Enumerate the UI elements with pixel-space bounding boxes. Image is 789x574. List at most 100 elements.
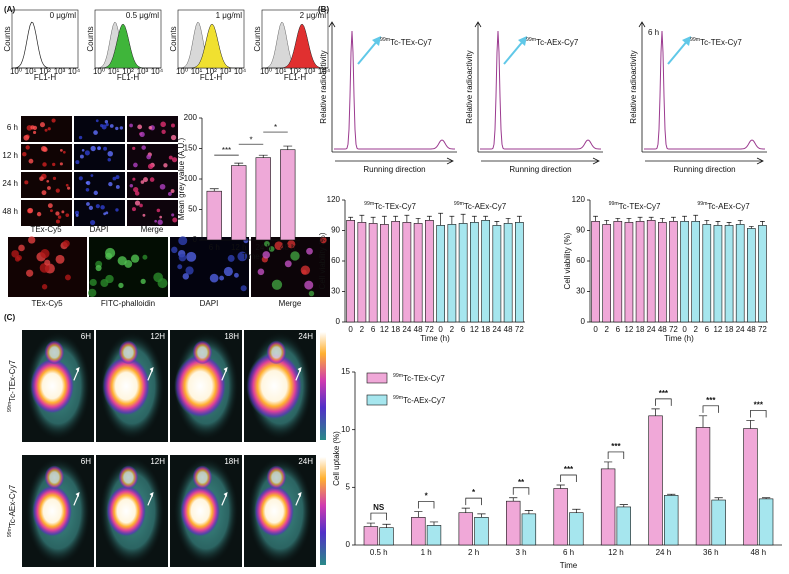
radio-y-label: Relative radioactivity xyxy=(629,50,638,123)
micro-cell xyxy=(134,191,140,196)
micro-cell xyxy=(237,251,248,262)
micro-image xyxy=(170,237,249,297)
micro-cell xyxy=(26,269,34,277)
flow-label: 0 μg/ml xyxy=(50,11,77,20)
micro-cell xyxy=(142,254,148,260)
radio-label: 99mTc-AEx-Cy7 xyxy=(526,38,579,48)
micro-cell xyxy=(23,134,30,141)
micro-cell xyxy=(18,244,25,252)
imaging-arrow-head xyxy=(149,491,154,497)
bar xyxy=(747,228,756,323)
micro-cell xyxy=(132,177,136,181)
micro-cell xyxy=(129,123,133,128)
flow-tick: 10⁴ xyxy=(318,67,331,76)
micro-cell xyxy=(143,177,148,183)
micro-cell xyxy=(131,207,136,212)
error-bar xyxy=(556,484,565,489)
micro-cell xyxy=(178,253,187,262)
flow-tick: 10¹ xyxy=(275,67,287,76)
bar xyxy=(711,499,726,546)
x-tick-label: 0 xyxy=(593,325,598,334)
y-tick-label: 120 xyxy=(572,195,586,204)
x-tick-label: 2 xyxy=(693,325,698,334)
error-bar xyxy=(715,221,721,226)
micro-cell xyxy=(141,145,146,150)
imaging-row-label: 99mTc-TEx-Cy7 xyxy=(8,360,18,412)
micro-cell xyxy=(115,126,119,131)
micro-cell xyxy=(134,200,141,206)
flow-x-label: FL1-H xyxy=(117,73,139,82)
axis-arrow xyxy=(446,157,454,165)
flow-label: 0.5 μg/ml xyxy=(126,11,159,20)
y-axis-label: Cell viability (%) xyxy=(318,232,327,289)
micro-cell xyxy=(274,241,284,250)
x-tick-label: 12 xyxy=(713,325,722,334)
micro-cell xyxy=(90,145,96,152)
bar xyxy=(391,221,400,323)
radio-y-label: Relative radioactivity xyxy=(319,50,328,123)
micro-cell xyxy=(93,130,98,135)
micro-cell xyxy=(46,179,50,183)
micro-row-label: 6 h xyxy=(7,123,18,132)
imaging-signal xyxy=(266,340,287,365)
imaging-arrow-head xyxy=(223,491,228,497)
micro-cell xyxy=(39,176,44,182)
y-tick-label: 5 xyxy=(346,482,351,491)
micro-cell xyxy=(79,154,84,159)
micro-cell xyxy=(219,275,225,281)
micro-col-label: Merge xyxy=(141,225,164,234)
micro-cell xyxy=(304,280,314,290)
bar xyxy=(470,222,479,323)
imaging-time: 18H xyxy=(224,332,239,341)
y-tick-label: 90 xyxy=(331,226,340,235)
micro-cell xyxy=(156,208,161,213)
error-bar xyxy=(593,215,598,222)
bar xyxy=(436,225,445,323)
micro-cell xyxy=(47,186,51,190)
micro-cell xyxy=(160,121,166,128)
x-tick-label: 0 xyxy=(348,325,353,334)
error-bar xyxy=(615,217,621,222)
micro-cell xyxy=(223,266,233,277)
x-tick-label: 6 xyxy=(461,325,466,334)
x-tick-label: 48 h xyxy=(280,243,296,252)
micro-cell xyxy=(103,146,108,151)
micro-cell xyxy=(105,247,116,259)
bar xyxy=(702,224,712,323)
significance-label: * xyxy=(249,135,252,144)
x-tick-label: 48 h xyxy=(750,548,766,557)
bar xyxy=(648,415,663,546)
flow-y-label: Counts xyxy=(169,26,178,51)
bar xyxy=(280,149,296,241)
flow-y-label: Counts xyxy=(253,26,262,51)
flow-tick: 10⁰ xyxy=(260,67,272,76)
error-bar xyxy=(626,217,632,223)
axis-arrow xyxy=(592,157,600,165)
x-tick-label: 12 xyxy=(380,325,389,334)
micro-cell xyxy=(139,203,143,208)
micro-cell xyxy=(78,176,83,181)
significance-label: ** xyxy=(518,478,525,487)
micro-cell xyxy=(118,282,124,289)
flow-control xyxy=(11,21,78,69)
micro-col-label: TEx-Cy5 xyxy=(30,225,62,234)
radio-x-label: Running direction xyxy=(363,165,425,174)
micro-cell xyxy=(168,155,173,160)
micro-cell xyxy=(74,210,80,215)
imaging-arrow-head xyxy=(297,366,302,372)
error-bar xyxy=(671,216,676,222)
micro-cell xyxy=(117,256,127,266)
flow-tick: 10⁰ xyxy=(93,67,105,76)
significance-label: *** xyxy=(564,465,574,474)
error-bar xyxy=(619,504,628,507)
significance-label: * xyxy=(274,123,277,132)
x-tick-label: 36 h xyxy=(703,548,719,557)
micro-cell xyxy=(159,215,163,219)
imaging-arrow xyxy=(73,495,79,506)
error-bar xyxy=(477,513,486,518)
micro-cell xyxy=(129,183,134,188)
error-bar xyxy=(659,217,665,223)
micro-cell xyxy=(290,251,300,261)
micro-cell xyxy=(119,126,124,130)
bar xyxy=(368,223,378,323)
